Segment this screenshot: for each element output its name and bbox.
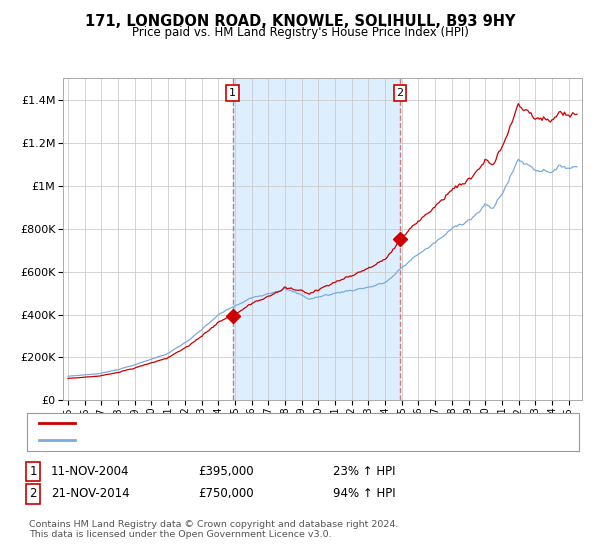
Text: 2: 2: [397, 88, 403, 98]
Text: Contains HM Land Registry data © Crown copyright and database right 2024.
This d: Contains HM Land Registry data © Crown c…: [29, 520, 398, 539]
Text: 21-NOV-2014: 21-NOV-2014: [51, 487, 130, 501]
Text: 11-NOV-2004: 11-NOV-2004: [51, 465, 130, 478]
Bar: [233, 78, 400, 400]
Text: 171, LONGDON ROAD, KNOWLE, SOLIHULL, B93 9HY (detached house): 171, LONGDON ROAD, KNOWLE, SOLIHULL, B93…: [84, 418, 452, 428]
Text: 2: 2: [29, 487, 37, 501]
Text: 1: 1: [229, 88, 236, 98]
Text: 23% ↑ HPI: 23% ↑ HPI: [333, 465, 395, 478]
Text: 1: 1: [29, 465, 37, 478]
Text: HPI: Average price, detached house, Solihull: HPI: Average price, detached house, Soli…: [84, 435, 315, 445]
Text: £395,000: £395,000: [198, 465, 254, 478]
Text: Price paid vs. HM Land Registry's House Price Index (HPI): Price paid vs. HM Land Registry's House …: [131, 26, 469, 39]
Text: 171, LONGDON ROAD, KNOWLE, SOLIHULL, B93 9HY: 171, LONGDON ROAD, KNOWLE, SOLIHULL, B93…: [85, 14, 515, 29]
Text: £750,000: £750,000: [198, 487, 254, 501]
Text: 94% ↑ HPI: 94% ↑ HPI: [333, 487, 395, 501]
